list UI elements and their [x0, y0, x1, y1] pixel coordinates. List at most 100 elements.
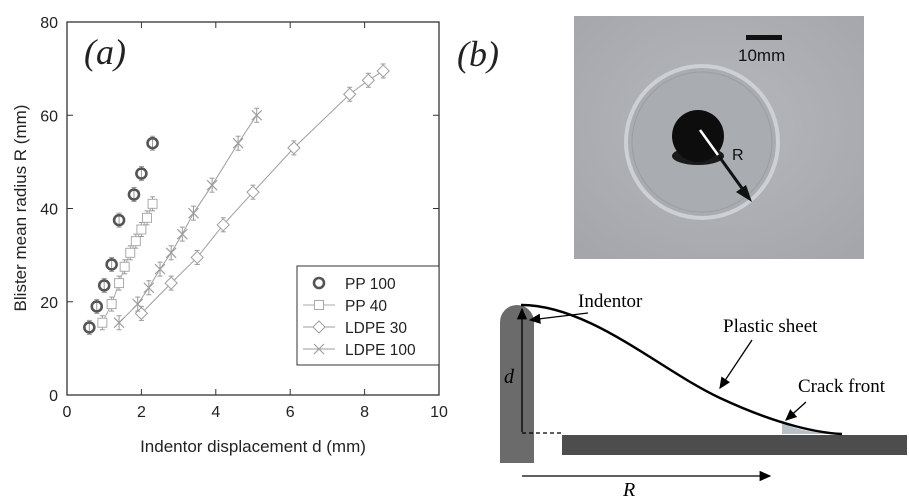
panel-a-label: (a): [84, 32, 126, 72]
data-point: [190, 250, 204, 265]
scale-bar: [746, 35, 782, 40]
data-point: [90, 300, 104, 313]
data-point: [164, 276, 178, 290]
data-point: [136, 224, 147, 235]
blister-radius-chart: 0 2 4 6 8 10 0 20 40 60 80 (a) Indentor displaceme…: [11, 15, 448, 456]
data-point: [83, 321, 96, 334]
indentation-schematic: d R Indentor Plastic sheet Crack front: [500, 291, 907, 499]
legend-item: LDPE 100: [303, 342, 416, 359]
data-point-stroke: [154, 263, 166, 275]
data-point-stroke: [313, 343, 325, 355]
data-point: [287, 141, 301, 155]
data-point-stroke: [176, 228, 188, 240]
data-point-stroke: [206, 179, 218, 191]
blister-inner-ring: [631, 71, 773, 213]
legend: PP 100 PP 40 LDPE 30 LDPE 100: [296, 265, 440, 366]
data-point: [376, 64, 390, 78]
d-label: d: [504, 366, 515, 388]
series-pp-40: [97, 196, 158, 331]
data-point: [361, 73, 376, 87]
legend-label: PP 40: [345, 298, 387, 315]
plastic-sheet-leader: [719, 339, 753, 390]
x-tick-label: 6: [286, 404, 295, 421]
indentor-leader: [528, 312, 589, 324]
scale-bar-label: 10mm: [738, 46, 785, 65]
data-point: [147, 198, 158, 209]
data-point: [106, 299, 117, 310]
data-point: [232, 137, 244, 149]
series-ldpe-30: [134, 63, 390, 321]
crack-front-label: Crack front: [798, 376, 886, 397]
data-point: [251, 109, 263, 121]
data-point: [246, 185, 260, 199]
data-point: [176, 228, 188, 240]
legend-item: PP 100: [312, 276, 396, 293]
x-tick-label: 4: [211, 404, 220, 421]
data-point: [146, 136, 159, 150]
indentor-top: [672, 110, 724, 162]
panel-b-label-wrap: (b): [457, 34, 499, 74]
data-point: [313, 343, 325, 355]
data-point: [113, 317, 125, 329]
legend-items: PP 100 PP 40 LDPE 30 LDPE 100: [303, 276, 416, 359]
data-point: [97, 279, 111, 292]
r-label: R: [622, 479, 635, 499]
radius-arrow-inner-line: [698, 129, 720, 156]
data-point-stroke: [132, 298, 144, 310]
data-point: [143, 282, 155, 294]
legend-label: LDPE 30: [345, 320, 407, 337]
data-point: [119, 261, 130, 272]
data-point: [206, 179, 218, 191]
data-point: [114, 278, 125, 289]
crack-front-wedge: [782, 420, 842, 434]
y-tick-label: 20: [40, 295, 58, 312]
radius-arrow-head: [736, 185, 752, 202]
x-tick-label: 2: [137, 404, 146, 421]
legend-item: PP 40: [303, 298, 387, 315]
panel-b-label: (b): [457, 34, 499, 74]
data-point-stroke: [143, 282, 155, 294]
crack-front-leader: [785, 401, 807, 421]
legend-item: LDPE 30: [303, 320, 407, 337]
plastic-sheet-label: Plastic sheet: [723, 316, 818, 337]
ticks-group: 0 2 4 6 8 10 0 20 40 60 80: [40, 15, 448, 421]
y-tick-label: 80: [40, 15, 58, 32]
x-tick-label: 8: [360, 404, 369, 421]
data-point: [188, 207, 199, 219]
y-tick-label: 40: [40, 202, 58, 219]
data-point-stroke: [113, 317, 125, 329]
legend-label: PP 100: [345, 276, 396, 293]
data-point: [127, 188, 141, 201]
data-point: [216, 218, 230, 232]
data-point: [312, 276, 326, 290]
indentor-label: Indentor: [578, 291, 643, 312]
data-point: [165, 247, 177, 259]
x-tick-label: 10: [430, 404, 448, 421]
data-point-stroke: [165, 247, 177, 259]
indentor-rod: [500, 305, 534, 463]
data-point-stroke: [232, 137, 244, 149]
substrate-plate: [562, 435, 907, 455]
radius-label: R: [732, 147, 744, 164]
data-point-stroke: [251, 109, 263, 121]
data-point-stroke: [188, 207, 199, 219]
blister-photo: R 10mm: [574, 16, 864, 259]
series-pp-100: [83, 135, 159, 335]
series-group: [83, 63, 390, 335]
y-tick-label: 60: [40, 108, 58, 125]
legend-label: LDPE 100: [345, 342, 416, 359]
data-point: [105, 258, 118, 271]
data-point: [343, 87, 357, 101]
x-tick-label: 0: [63, 404, 72, 421]
series-line: [118, 114, 258, 324]
data-point: [314, 300, 324, 310]
data-point: [112, 213, 126, 227]
x-axis-label: Indentor displacement d (mm): [140, 437, 366, 456]
data-point: [97, 317, 108, 328]
data-point: [125, 247, 136, 258]
data-point: [130, 236, 141, 247]
data-point: [132, 298, 144, 310]
y-axis-label: Blister mean radius R (mm): [11, 105, 30, 312]
plastic-sheet-curve: [520, 303, 843, 436]
series-ldpe-100: [113, 107, 263, 331]
